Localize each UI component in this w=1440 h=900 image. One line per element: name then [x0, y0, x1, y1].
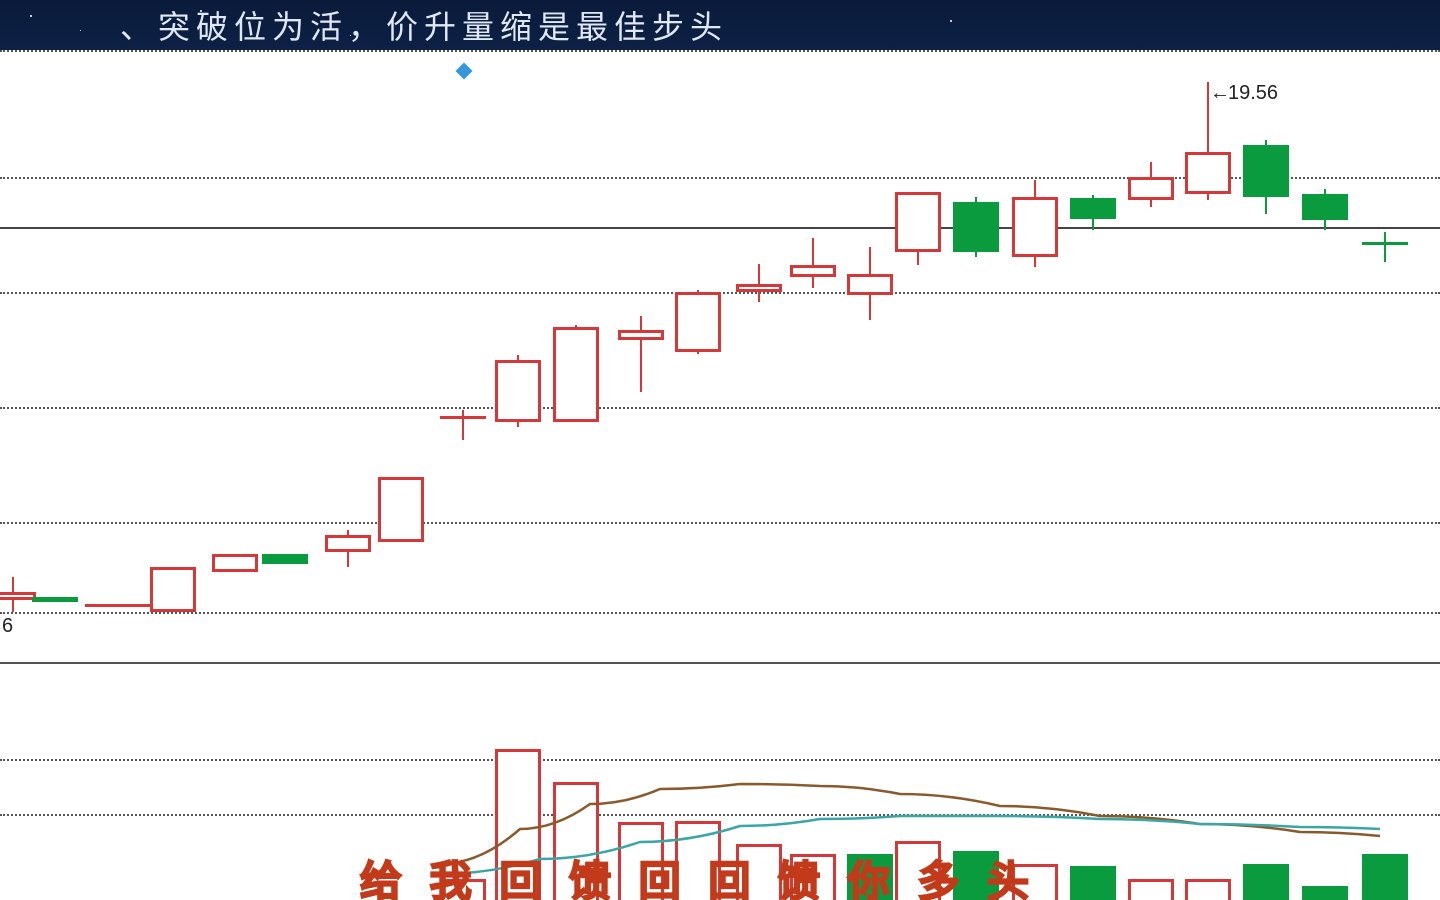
volume-bar[interactable] — [1243, 864, 1289, 900]
candle[interactable] — [790, 52, 836, 662]
candle[interactable] — [440, 52, 486, 662]
candle-body — [212, 554, 258, 572]
volume-bar[interactable] — [1362, 854, 1408, 900]
candle[interactable] — [618, 52, 664, 662]
candle-wick — [640, 316, 642, 392]
candle-body — [262, 554, 308, 564]
candle[interactable] — [1185, 52, 1231, 662]
candle-body — [895, 192, 941, 252]
volume-bar[interactable] — [1070, 866, 1116, 900]
candle[interactable] — [495, 52, 541, 662]
candle[interactable] — [847, 52, 893, 662]
candle-body — [495, 360, 541, 422]
candle-body — [378, 477, 424, 542]
candle-wick — [812, 238, 814, 288]
header-banner: 、突破位为活，价升量缩是最佳步头 — [0, 0, 1440, 50]
candle[interactable] — [1302, 52, 1348, 662]
candle-body — [847, 274, 893, 295]
candle[interactable] — [1070, 52, 1116, 662]
volume-bar[interactable] — [1302, 886, 1348, 900]
candle-body — [553, 327, 599, 422]
candle-body — [440, 416, 486, 419]
candle[interactable] — [150, 52, 196, 662]
candle-body — [1362, 242, 1408, 245]
candle-wick — [1384, 232, 1386, 262]
candle-wick — [462, 410, 464, 440]
candle[interactable] — [736, 52, 782, 662]
volume-gridline — [0, 759, 1440, 761]
candle-body — [1128, 177, 1174, 200]
candle-body — [85, 604, 151, 607]
candle[interactable] — [32, 52, 78, 662]
candle[interactable] — [1243, 52, 1289, 662]
candle-body — [1302, 194, 1348, 220]
candle[interactable] — [378, 52, 424, 662]
candle-body — [0, 592, 36, 600]
candle-body — [1012, 197, 1058, 257]
candle[interactable] — [1128, 52, 1174, 662]
candle[interactable] — [1012, 52, 1058, 662]
candle[interactable] — [262, 52, 308, 662]
candle[interactable] — [553, 52, 599, 662]
price-arrow-icon: ← — [1210, 82, 1230, 105]
axis-partial-label: 6 — [2, 615, 13, 638]
candle-body — [790, 265, 836, 277]
volume-chart[interactable]: 给 我 回 馈 回 回 馈 你 多 头 — [0, 662, 1440, 900]
candle[interactable] — [95, 52, 141, 662]
volume-bar[interactable] — [1185, 879, 1231, 900]
candle[interactable] — [325, 52, 371, 662]
candle[interactable] — [212, 52, 258, 662]
candle-wick — [758, 264, 760, 302]
candle-body — [1070, 198, 1116, 219]
candle-body — [736, 284, 782, 292]
candle-body — [32, 597, 78, 602]
candle-body — [1243, 145, 1289, 197]
candle-body — [325, 535, 371, 552]
candle[interactable] — [1362, 52, 1408, 662]
candle[interactable] — [895, 52, 941, 662]
candle-body — [1185, 152, 1231, 194]
overlay-caption: 给 我 回 馈 回 回 馈 你 多 头 — [360, 848, 1037, 900]
candle[interactable] — [953, 52, 999, 662]
candle-body — [675, 292, 721, 352]
volume-bar[interactable] — [1128, 879, 1174, 900]
candle[interactable] — [0, 52, 36, 662]
price-high-label: 19.56 — [1228, 82, 1278, 105]
header-title: 、突破位为活，价升量缩是最佳步头 — [120, 2, 728, 48]
candle-body — [618, 330, 664, 340]
volume-gridline — [0, 814, 1440, 816]
candle-body — [953, 202, 999, 252]
candlestick-chart[interactable]: 19.56← 6 — [0, 50, 1440, 662]
candle-body — [150, 567, 196, 612]
candle[interactable] — [675, 52, 721, 662]
